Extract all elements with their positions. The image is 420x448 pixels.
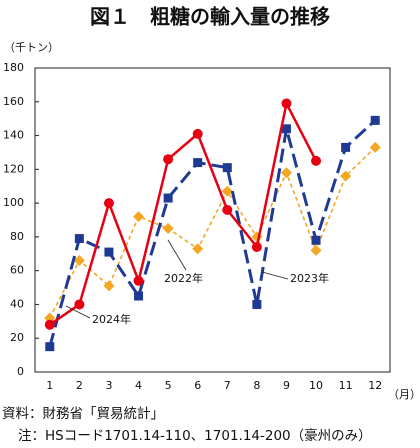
leader-line — [65, 305, 91, 319]
y-tick-label: 180 — [3, 61, 24, 74]
point — [133, 275, 144, 286]
point — [280, 167, 292, 179]
source-note: 資料：財務省「貿易統計」 — [2, 406, 164, 422]
point — [281, 124, 291, 134]
y-tick-label: 120 — [3, 162, 24, 175]
point — [221, 185, 233, 197]
point — [44, 319, 55, 330]
y-tick-label: 160 — [3, 95, 24, 108]
y-tick-label: 20 — [10, 331, 24, 344]
y-tick-label: 40 — [10, 297, 24, 310]
chart-title: 図１ 粗糖の輸入量の推移 — [90, 5, 330, 29]
point — [193, 158, 203, 168]
point — [222, 163, 232, 173]
x-tick-label: 6 — [194, 379, 201, 392]
point — [341, 142, 351, 152]
x-tick-label: 7 — [224, 379, 231, 392]
y-tick-label: 140 — [3, 129, 24, 142]
x-tick-label: 2 — [76, 379, 83, 392]
point — [192, 128, 203, 139]
footnote: 注：HSコード1701.14-110、1701.14-200（豪州のみ） — [18, 428, 372, 444]
y-unit: （千トン） — [4, 41, 59, 54]
x-tick-label: 4 — [135, 379, 142, 392]
y-tick-label: 0 — [17, 365, 24, 378]
point — [45, 342, 55, 352]
point — [104, 247, 114, 257]
point — [73, 255, 85, 267]
x-tick-label: 10 — [309, 379, 323, 392]
series-line — [49, 99, 318, 326]
point — [340, 170, 352, 182]
point — [311, 155, 322, 166]
point — [192, 243, 204, 255]
point — [222, 204, 233, 215]
y-tick-label: 100 — [3, 196, 24, 209]
leader-line — [167, 239, 187, 271]
x-unit: （月） — [388, 388, 420, 401]
point — [133, 211, 145, 223]
point — [134, 291, 144, 301]
point — [163, 154, 174, 165]
x-tick-label: 8 — [253, 379, 260, 392]
point — [252, 299, 262, 309]
series-label: 2022年 — [164, 271, 203, 285]
series-label: 2023年 — [290, 271, 329, 285]
point — [311, 235, 321, 245]
point — [281, 98, 292, 109]
series-line — [48, 119, 377, 348]
point — [163, 193, 173, 203]
series-line — [49, 146, 376, 319]
x-tick-label: 9 — [283, 379, 290, 392]
point — [310, 244, 322, 256]
point — [103, 198, 114, 209]
y-tick-label: 60 — [10, 264, 24, 277]
leader-line — [261, 271, 289, 280]
point — [74, 234, 84, 244]
point — [369, 141, 381, 153]
y-tick-label: 80 — [10, 230, 24, 243]
x-tick-label: 3 — [105, 379, 112, 392]
x-tick-label: 1 — [46, 379, 53, 392]
x-tick-label: 11 — [339, 379, 353, 392]
point — [103, 280, 115, 292]
x-tick-label: 12 — [368, 379, 382, 392]
plot-frame — [34, 67, 391, 373]
series-label: 2024年 — [92, 312, 131, 326]
point — [370, 115, 380, 125]
point — [251, 242, 262, 253]
x-tick-label: 5 — [165, 379, 172, 392]
point — [162, 222, 174, 234]
point — [74, 299, 85, 310]
